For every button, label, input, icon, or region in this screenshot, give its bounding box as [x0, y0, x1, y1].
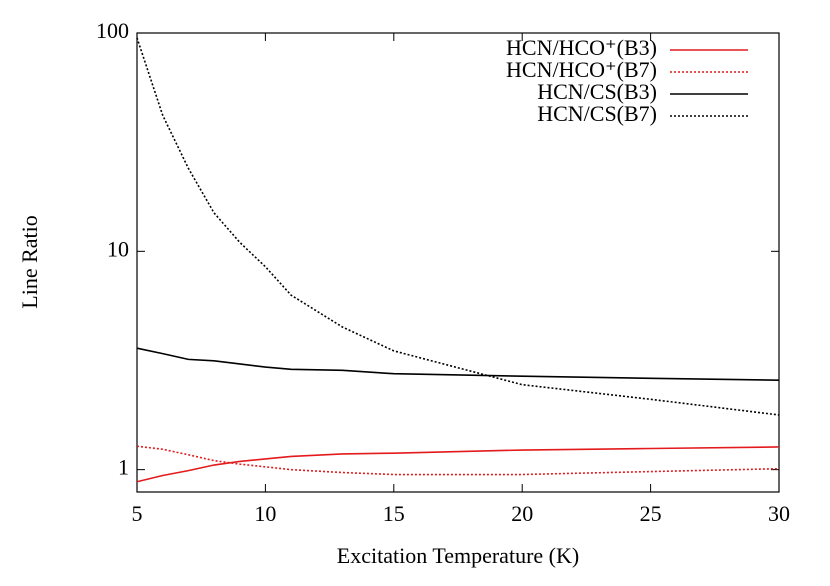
legend-label: HCN/HCO⁺(B3)	[506, 35, 657, 60]
y-axis-label: Line Ratio	[17, 215, 42, 308]
x-axis-label: Excitation Temperature (K)	[337, 543, 579, 568]
series-line	[136, 37, 780, 416]
legend-label: HCN/HCO⁺(B7)	[506, 57, 657, 82]
x-tick-label: 25	[640, 501, 662, 526]
x-tick-label: 20	[511, 501, 533, 526]
x-tick-label: 5	[132, 501, 143, 526]
x-tick-label: 15	[383, 501, 405, 526]
y-tick-label: 1	[118, 455, 129, 480]
y-tick-label: 10	[107, 236, 129, 261]
x-tick-label: 30	[768, 501, 790, 526]
legend-label: HCN/CS(B7)	[537, 101, 657, 126]
series-line	[136, 445, 780, 476]
series-line	[136, 347, 780, 381]
series-line	[136, 446, 780, 483]
legend-label: HCN/CS(B3)	[537, 79, 657, 104]
x-tick-label: 10	[254, 501, 276, 526]
y-tick-label: 100	[96, 18, 129, 43]
plot-frame	[136, 32, 780, 493]
